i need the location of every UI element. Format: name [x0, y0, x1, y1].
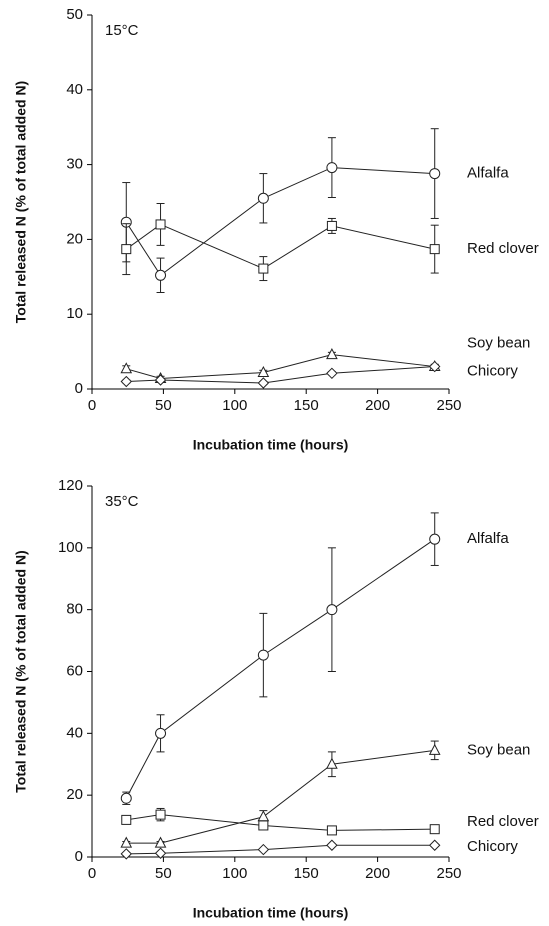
marker [429, 244, 440, 255]
marker [429, 824, 440, 835]
marker [326, 839, 338, 851]
marker [120, 362, 133, 374]
marker [155, 727, 167, 739]
marker [154, 836, 167, 848]
series-label: Chicory [467, 363, 518, 380]
marker [120, 836, 133, 848]
y-tick-label: 40 [66, 724, 83, 741]
marker [258, 263, 269, 274]
x-tick-label: 50 [155, 397, 172, 414]
series-line [126, 354, 435, 380]
y-axis-title: Total released N (% of total added N) [13, 550, 29, 792]
y-tick-label: 100 [58, 539, 83, 556]
x-tick-label: 50 [155, 865, 172, 882]
y-tick-label: 60 [66, 662, 83, 679]
marker [258, 820, 269, 831]
y-tick-label: 50 [66, 6, 83, 23]
marker [120, 792, 132, 804]
y-axis-title: Total released N (% of total added N) [13, 81, 29, 323]
annotation: 35°C [105, 493, 139, 510]
marker [257, 810, 270, 822]
series-label: Soy bean [467, 741, 530, 758]
marker [326, 220, 337, 231]
marker [326, 825, 337, 836]
marker [326, 367, 338, 379]
x-tick-label: 250 [436, 865, 461, 882]
marker [429, 360, 441, 373]
y-tick-label: 80 [66, 601, 83, 618]
series-line [126, 749, 435, 844]
annotation: 15°C [105, 22, 139, 39]
marker [155, 809, 166, 820]
x-tick-label: 100 [222, 397, 247, 414]
y-tick-label: 0 [75, 848, 83, 865]
series-label: Red clover [467, 240, 539, 257]
marker [257, 377, 270, 389]
marker [120, 848, 132, 860]
y-tick-label: 10 [66, 305, 83, 322]
marker [429, 533, 441, 545]
x-tick-label: 0 [88, 865, 96, 882]
series-label: Alfalfa [467, 530, 509, 547]
marker [154, 374, 167, 386]
marker [257, 649, 269, 661]
x-tick-label: 100 [222, 865, 247, 882]
marker [155, 219, 166, 230]
series-line [125, 167, 435, 277]
y-tick-label: 20 [66, 786, 83, 803]
x-tick-label: 250 [436, 397, 461, 414]
series-line [126, 844, 435, 855]
marker [257, 192, 269, 204]
series-label: Alfalfa [467, 165, 509, 182]
marker [257, 843, 270, 856]
marker [121, 814, 132, 825]
series-line [126, 814, 435, 831]
marker [326, 604, 338, 616]
series-line [125, 538, 436, 799]
marker [155, 269, 167, 281]
x-axis-title: Incubation time (hours) [193, 437, 349, 453]
x-tick-label: 0 [88, 397, 96, 414]
x-tick-label: 200 [365, 865, 390, 882]
marker [429, 168, 441, 180]
series-label: Red clover [467, 813, 539, 830]
series-label: Soy bean [467, 335, 530, 352]
series-line [126, 366, 435, 384]
marker [326, 757, 338, 769]
marker [326, 348, 338, 360]
marker [120, 375, 132, 388]
y-tick-label: 20 [66, 230, 83, 247]
x-axis-title: Incubation time (hours) [193, 905, 349, 921]
y-tick-label: 40 [66, 81, 83, 98]
marker [154, 847, 167, 859]
series-line [125, 223, 435, 270]
y-tick-label: 0 [75, 380, 83, 397]
marker [326, 162, 338, 174]
marker [121, 244, 132, 255]
x-tick-label: 150 [294, 397, 319, 414]
series-label: Chicory [467, 838, 518, 855]
x-tick-label: 200 [365, 397, 390, 414]
y-tick-label: 120 [58, 477, 83, 494]
marker [429, 839, 441, 851]
y-tick-label: 30 [66, 156, 83, 173]
marker [428, 743, 441, 755]
x-tick-label: 150 [294, 865, 319, 882]
marker [257, 365, 270, 378]
